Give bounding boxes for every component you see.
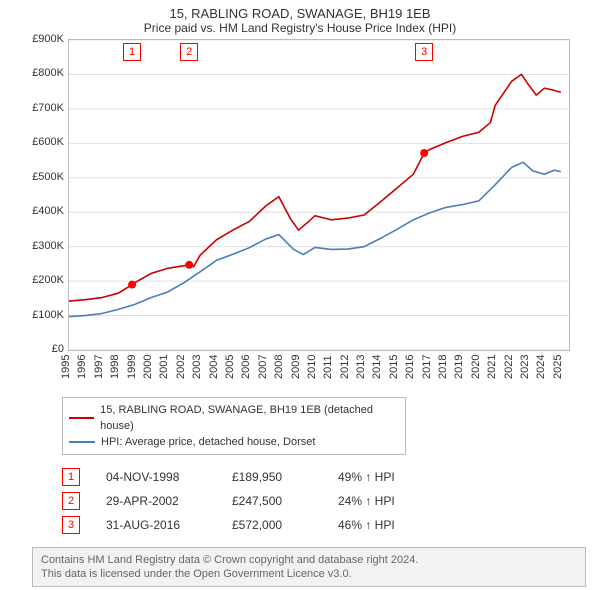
x-axis-label: 2000 [142, 355, 154, 379]
x-axis-label: 2001 [158, 355, 170, 379]
transaction-price: £572,000 [232, 513, 312, 537]
price-chart: 1 2 3 £0 £100K £200K £300K £400K £500K £600K £700… [20, 39, 580, 391]
x-axis-label: 1997 [93, 355, 105, 379]
transaction-pct: 49% ↑ HPI [338, 465, 418, 489]
x-axis-label: 2013 [355, 355, 367, 379]
x-axis-label: 2021 [486, 355, 498, 379]
x-axis-label: 2014 [371, 355, 383, 379]
series-hpi [69, 162, 561, 316]
x-axis-label: 2012 [338, 355, 350, 379]
x-axis-label: 2016 [404, 355, 416, 379]
x-axis-label: 2024 [535, 355, 547, 379]
transaction-price: £247,500 [232, 489, 312, 513]
x-axis-label: 2022 [502, 355, 514, 379]
transaction-date: 04-NOV-1998 [106, 465, 206, 489]
flag-marker: 2 [180, 43, 198, 61]
transaction-date: 31-AUG-2016 [106, 513, 206, 537]
y-axis-label: £300K [20, 240, 64, 252]
plot-area [68, 39, 570, 351]
legend-label: HPI: Average price, detached house, Dors… [101, 434, 315, 450]
flag-marker: 3 [415, 43, 433, 61]
sale-dot [420, 149, 428, 157]
x-axis-label: 1995 [60, 355, 72, 379]
x-axis-label: 2008 [273, 355, 285, 379]
licence-line: Contains HM Land Registry data © Crown c… [41, 553, 577, 567]
flag-marker: 1 [62, 468, 80, 486]
y-axis-label: £700K [20, 102, 64, 114]
flag-marker: 3 [62, 516, 80, 534]
x-axis-label: 2010 [306, 355, 318, 379]
transaction-pct: 24% ↑ HPI [338, 489, 418, 513]
x-axis-label: 1998 [109, 355, 121, 379]
x-axis-label: 2023 [519, 355, 531, 379]
sale-dot [185, 261, 193, 269]
transaction-pct: 46% ↑ HPI [338, 513, 418, 537]
y-axis-label: £900K [20, 33, 64, 45]
legend-item: 15, RABLING ROAD, SWANAGE, BH19 1EB (det… [69, 402, 399, 434]
legend-box: 15, RABLING ROAD, SWANAGE, BH19 1EB (det… [62, 397, 406, 455]
legend-item: HPI: Average price, detached house, Dors… [69, 434, 399, 450]
y-axis-label: £600K [20, 136, 64, 148]
flag-marker: 2 [62, 492, 80, 510]
y-axis-label: £400K [20, 205, 64, 217]
transaction-row: 3 31-AUG-2016 £572,000 46% ↑ HPI [62, 513, 600, 537]
x-axis-label: 1996 [76, 355, 88, 379]
y-axis-label: £100K [20, 309, 64, 321]
licence-line: This data is licensed under the Open Gov… [41, 567, 577, 581]
y-axis-label: £800K [20, 67, 64, 79]
licence-box: Contains HM Land Registry data © Crown c… [32, 547, 586, 587]
legend-label: 15, RABLING ROAD, SWANAGE, BH19 1EB (det… [100, 402, 399, 434]
transaction-price: £189,950 [232, 465, 312, 489]
x-axis-label: 2005 [224, 355, 236, 379]
y-axis-label: £500K [20, 171, 64, 183]
transaction-date: 29-APR-2002 [106, 489, 206, 513]
x-axis-label: 2019 [453, 355, 465, 379]
x-axis-label: 2020 [470, 355, 482, 379]
x-axis-label: 2025 [552, 355, 564, 379]
x-axis-label: 2015 [388, 355, 400, 379]
y-axis-label: £200K [20, 274, 64, 286]
y-axis-label: £0 [20, 343, 64, 355]
legend-swatch [69, 417, 94, 419]
title-address: 15, RABLING ROAD, SWANAGE, BH19 1EB [0, 0, 600, 21]
x-axis-label: 2004 [207, 355, 219, 379]
x-axis-label: 2018 [437, 355, 449, 379]
x-axis-label: 2009 [289, 355, 301, 379]
transaction-row: 1 04-NOV-1998 £189,950 49% ↑ HPI [62, 465, 600, 489]
x-axis-label: 2007 [256, 355, 268, 379]
x-axis-label: 2017 [420, 355, 432, 379]
x-axis-label: 2011 [322, 355, 334, 379]
sale-dot [128, 281, 136, 289]
x-axis-label: 2002 [175, 355, 187, 379]
transaction-row: 2 29-APR-2002 £247,500 24% ↑ HPI [62, 489, 600, 513]
title-subtitle: Price paid vs. HM Land Registry's House … [0, 21, 600, 39]
x-axis-label: 2003 [191, 355, 203, 379]
legend-swatch [69, 441, 95, 443]
x-axis-label: 2006 [240, 355, 252, 379]
transactions-table: 1 04-NOV-1998 £189,950 49% ↑ HPI 2 29-APR-200… [62, 465, 600, 537]
x-axis-label: 1999 [125, 355, 137, 379]
flag-marker: 1 [123, 43, 141, 61]
